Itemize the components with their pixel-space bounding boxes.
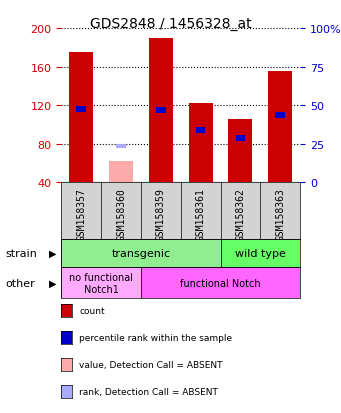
Bar [61, 240, 221, 268]
Text: GSM158361: GSM158361 [196, 188, 206, 240]
Text: functional Notch: functional Notch [180, 278, 261, 288]
Bar [189, 104, 212, 183]
Bar [156, 108, 166, 114]
Text: count: count [79, 306, 105, 316]
Bar [141, 268, 300, 299]
Text: value, Detection Call = ABSENT: value, Detection Call = ABSENT [79, 360, 223, 369]
Text: GDS2848 / 1456328_at: GDS2848 / 1456328_at [90, 17, 251, 31]
Bar [69, 53, 93, 183]
Bar [236, 136, 245, 142]
Text: rank, Detection Call = ABSENT: rank, Detection Call = ABSENT [79, 387, 218, 396]
Text: percentile rank within the sample: percentile rank within the sample [79, 333, 232, 342]
Bar [196, 128, 205, 134]
Text: GSM158360: GSM158360 [116, 188, 126, 240]
Bar [109, 162, 133, 183]
Bar [268, 72, 292, 183]
Bar [149, 38, 173, 183]
Text: GSM158362: GSM158362 [235, 188, 246, 240]
Text: GSM158357: GSM158357 [76, 188, 86, 240]
Text: other: other [5, 278, 35, 288]
Text: GSM158359: GSM158359 [156, 188, 166, 240]
Text: no functional
Notch1: no functional Notch1 [69, 272, 133, 294]
Bar [276, 113, 285, 119]
Text: ▶: ▶ [49, 249, 57, 259]
Bar [61, 268, 141, 299]
Bar [221, 240, 300, 268]
Bar [228, 119, 252, 183]
Text: GSM158363: GSM158363 [275, 188, 285, 240]
Text: transgenic: transgenic [112, 249, 170, 259]
Text: wild type: wild type [235, 249, 286, 259]
Text: ▶: ▶ [49, 278, 57, 288]
Bar [76, 107, 86, 113]
Bar [116, 145, 126, 148]
Text: strain: strain [5, 249, 37, 259]
